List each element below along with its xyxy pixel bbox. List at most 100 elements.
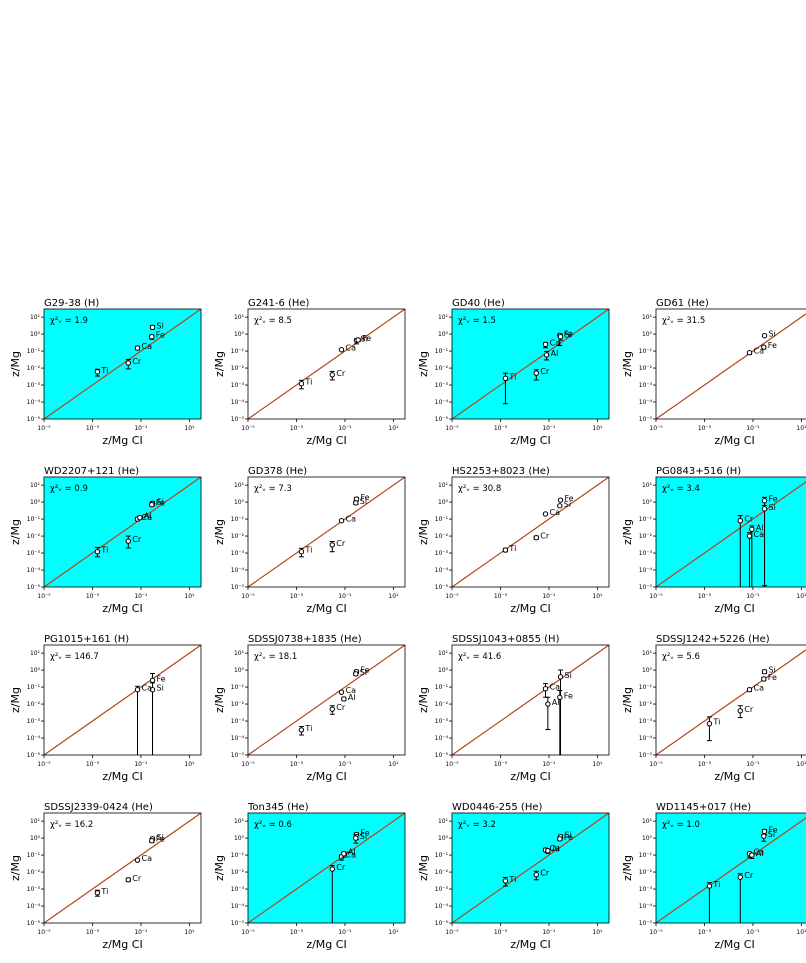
y-tick-label: 10⁰ — [438, 331, 449, 338]
data-point-ti — [94, 890, 101, 896]
y-tick-label: 10¹ — [234, 818, 245, 825]
chart-title: PG1015+161 (H) — [44, 634, 129, 645]
chart-title: WD0446-255 (He) — [452, 802, 542, 813]
data-point-si — [557, 334, 564, 340]
y-tick-label: 10⁻³ — [639, 718, 653, 725]
data-point-fe — [149, 334, 155, 340]
y-tick-label: 10⁻¹ — [231, 348, 245, 355]
data-point-fe — [557, 694, 563, 700]
x-tick-label: 10⁻¹ — [746, 929, 760, 936]
y-axis-label: z/Mg — [213, 855, 226, 881]
x-tick-label: 10⁻⁵ — [37, 425, 51, 432]
point-label-ca: Ca — [753, 848, 764, 857]
y-axis-label: z/Mg — [9, 855, 22, 881]
data-point-si — [557, 503, 563, 509]
chart-title: WD2207+121 (He) — [44, 466, 139, 477]
point-label-fe: Fe — [565, 494, 574, 503]
x-tick-label: 10⁻⁵ — [649, 929, 663, 936]
y-tick-label: 10⁻⁴ — [231, 735, 245, 742]
data-point-si — [353, 671, 359, 677]
y-tick-label: 10⁻³ — [231, 718, 245, 725]
point-label-ca: Ca — [753, 684, 764, 693]
chi-square-label: χ²ᵥ = 3.2 — [458, 820, 496, 830]
data-point-ti — [502, 547, 509, 553]
x-axis-label: z/Mg CI — [306, 770, 346, 783]
y-tick-label: 10⁻² — [435, 869, 449, 876]
x-tick-label: 10⁻⁵ — [241, 929, 255, 936]
point-label-ti: Ti — [508, 372, 516, 381]
one-to-one-line — [248, 813, 405, 923]
y-tick-label: 10⁰ — [30, 331, 41, 338]
one-to-one-line — [656, 649, 806, 755]
data-point-ca — [338, 518, 345, 524]
y-tick-label: 10⁻² — [435, 365, 449, 372]
y-tick-label: 10¹ — [642, 314, 653, 321]
y-tick-label: 10⁻³ — [639, 550, 653, 557]
data-point-al — [341, 696, 347, 702]
point-label-cr: Cr — [744, 515, 754, 524]
point-label-si: Si — [769, 503, 776, 512]
x-axis-label: z/Mg CI — [510, 938, 550, 951]
plot-frame — [451, 476, 610, 588]
chart-title: SDSSJ0738+1835 (He) — [248, 634, 362, 645]
plot-background — [656, 645, 806, 755]
y-tick-label: 10⁻⁵ — [639, 920, 653, 927]
chart-title: SDSSJ1242+5226 (He) — [656, 634, 770, 645]
x-tick-label: 10⁻¹ — [542, 425, 556, 432]
y-tick-label: 10⁻³ — [435, 382, 449, 389]
x-tick-label: 10⁻³ — [290, 761, 304, 768]
y-tick-label: 10⁻⁴ — [27, 567, 41, 574]
one-to-one-line — [44, 813, 201, 923]
plot-area — [452, 645, 609, 755]
plot-frame — [43, 812, 202, 924]
y-tick-label: 10⁰ — [30, 499, 41, 506]
y-tick-label: 10¹ — [30, 314, 41, 321]
point-label-ca: Ca — [141, 684, 152, 693]
point-label-fe: Fe — [564, 691, 573, 700]
plot-frame — [655, 476, 806, 588]
plot-area — [452, 309, 609, 419]
x-tick-label: 10⁻¹ — [746, 761, 760, 768]
point-label-al: Al — [756, 523, 764, 532]
point-label-ca: Ca — [753, 347, 764, 356]
data-point-ti — [706, 883, 713, 889]
x-tick-label: 10⁻⁵ — [37, 593, 51, 600]
y-tick-label: 10⁻² — [639, 701, 653, 708]
plot-background — [656, 477, 806, 587]
x-tick-label: 10⁻¹ — [542, 761, 556, 768]
x-tick-label: 10¹ — [184, 761, 195, 768]
plot-area — [248, 477, 405, 587]
x-tick-label: 10⁻⁵ — [241, 761, 255, 768]
x-tick-label: 10⁻¹ — [338, 929, 352, 936]
data-point-al — [545, 848, 551, 854]
y-tick-label: 10⁻⁵ — [435, 920, 449, 927]
point-label-al: Al — [552, 845, 560, 854]
y-tick-label: 10⁻⁵ — [435, 416, 449, 423]
y-axis-label: z/Mg — [417, 855, 430, 881]
one-to-one-line — [452, 645, 609, 755]
plot-area — [44, 813, 201, 923]
point-label-fe: Fe — [361, 493, 370, 502]
x-tick-label: 10⁻³ — [494, 593, 508, 600]
point-label-ca: Ca — [549, 338, 560, 347]
y-tick-label: 10⁻⁵ — [231, 584, 245, 591]
x-tick-label: 10⁻¹ — [338, 425, 352, 432]
y-tick-label: 10⁻³ — [231, 886, 245, 893]
chart-title: SDSSJ2339-0424 (He) — [44, 802, 153, 813]
data-point-fe — [149, 677, 156, 684]
x-axis-label: z/Mg CI — [102, 770, 142, 783]
x-tick-label: 10⁻³ — [494, 929, 508, 936]
data-point-cr — [329, 866, 335, 872]
y-tick-label: 10⁰ — [30, 667, 41, 674]
x-tick-label: 10¹ — [796, 593, 806, 600]
x-tick-label: 10⁻⁵ — [445, 593, 459, 600]
x-tick-label: 10⁻⁵ — [649, 425, 663, 432]
y-tick-label: 10⁻² — [435, 701, 449, 708]
x-axis-label: z/Mg CI — [306, 434, 346, 447]
plot-frame — [43, 476, 202, 588]
one-to-one-line — [452, 813, 609, 923]
